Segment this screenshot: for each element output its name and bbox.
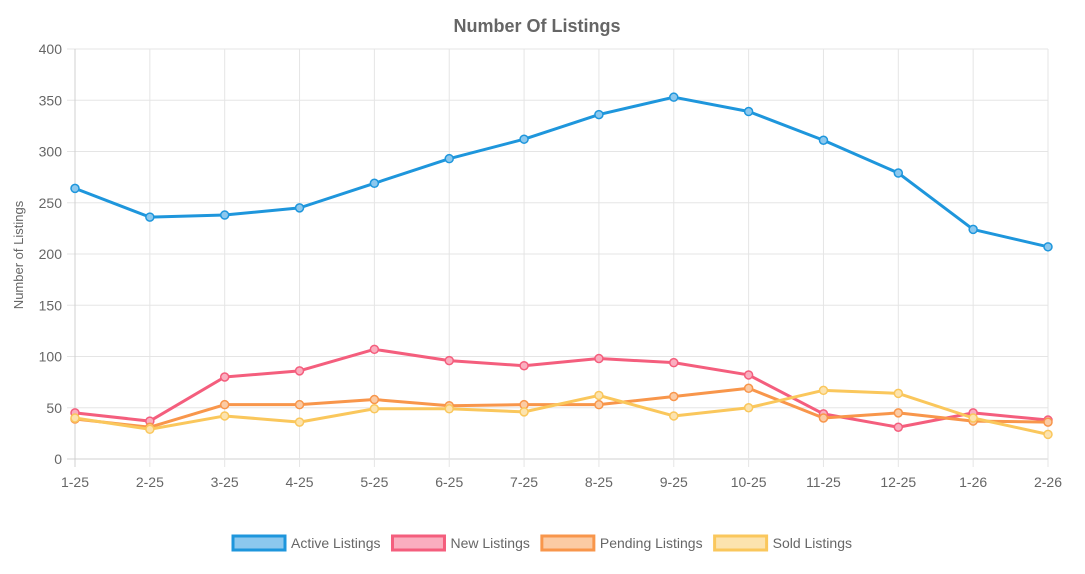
data-point[interactable] bbox=[219, 210, 230, 220]
data-point[interactable] bbox=[369, 344, 380, 355]
data-point[interactable] bbox=[369, 404, 380, 414]
series-line bbox=[73, 347, 1050, 429]
legend-swatch bbox=[713, 534, 769, 552]
data-point[interactable] bbox=[893, 168, 904, 178]
x-tick-label: 12-25 bbox=[880, 474, 916, 490]
data-point[interactable] bbox=[70, 413, 80, 423]
data-point[interactable] bbox=[1043, 429, 1053, 440]
legend-label: Pending Listings bbox=[600, 535, 703, 551]
data-point[interactable] bbox=[968, 224, 978, 235]
legend-swatch bbox=[540, 534, 596, 552]
data-point[interactable] bbox=[743, 106, 754, 117]
chart-title: Number Of Listings bbox=[453, 16, 620, 36]
x-axis-ticks: 1-25 2-25 3-25 4-25 5-25 6-25 7-25 8-25 9-25 10-2… bbox=[61, 474, 1062, 490]
data-point[interactable] bbox=[743, 403, 754, 413]
data-point[interactable] bbox=[145, 212, 155, 222]
x-tick-label: 3-25 bbox=[211, 474, 239, 490]
data-point[interactable] bbox=[294, 399, 305, 410]
legend-label: Active Listings bbox=[291, 535, 380, 551]
data-point[interactable] bbox=[669, 357, 679, 368]
legend-swatch bbox=[390, 534, 446, 552]
series-group bbox=[70, 385, 1053, 440]
data-point[interactable] bbox=[594, 353, 604, 364]
data-point[interactable] bbox=[743, 370, 754, 380]
series-line bbox=[73, 95, 1050, 249]
x-tick-label: 7-25 bbox=[510, 474, 538, 490]
data-point[interactable] bbox=[444, 355, 454, 366]
data-point[interactable] bbox=[519, 134, 529, 144]
data-point[interactable] bbox=[219, 372, 230, 382]
data-point[interactable] bbox=[594, 109, 604, 120]
x-tick-label: 8-25 bbox=[585, 474, 613, 490]
data-point[interactable] bbox=[818, 135, 829, 145]
y-tick-label: 100 bbox=[39, 349, 63, 365]
data-point[interactable] bbox=[219, 399, 230, 410]
x-tick-label: 1-25 bbox=[61, 474, 89, 490]
data-point[interactable] bbox=[743, 383, 754, 394]
data-point[interactable] bbox=[818, 413, 829, 423]
legend-label: Sold Listings bbox=[773, 535, 852, 551]
data-point[interactable] bbox=[1043, 417, 1053, 427]
y-tick-label: 0 bbox=[54, 451, 62, 467]
legend-label: New Listings bbox=[450, 535, 529, 551]
data-point[interactable] bbox=[818, 385, 829, 396]
data-point[interactable] bbox=[669, 411, 679, 421]
x-tick-label: 10-25 bbox=[731, 474, 767, 490]
data-point[interactable] bbox=[294, 417, 305, 427]
y-axis-ticks: 0 50 100 150 200 250 300 350 400 bbox=[39, 41, 63, 467]
data-point[interactable] bbox=[444, 153, 454, 164]
series-layer bbox=[70, 92, 1053, 440]
data-point[interactable] bbox=[70, 183, 80, 194]
data-point[interactable] bbox=[669, 92, 679, 102]
legend-item[interactable]: New Listings bbox=[390, 534, 530, 552]
data-point[interactable] bbox=[444, 404, 454, 414]
x-tick-label: 2-25 bbox=[136, 474, 164, 490]
legend-item[interactable]: Active Listings bbox=[231, 534, 380, 552]
data-point[interactable] bbox=[669, 391, 679, 402]
data-point[interactable] bbox=[519, 407, 529, 417]
y-tick-label: 200 bbox=[39, 246, 63, 262]
data-point[interactable] bbox=[1043, 242, 1053, 252]
x-tick-label: 1-26 bbox=[959, 474, 987, 490]
x-tick-label: 4-25 bbox=[286, 474, 314, 490]
y-tick-label: 150 bbox=[39, 297, 63, 313]
data-point[interactable] bbox=[219, 411, 230, 421]
data-point[interactable] bbox=[968, 413, 978, 423]
data-point[interactable] bbox=[294, 203, 305, 213]
data-point[interactable] bbox=[145, 424, 155, 435]
data-point[interactable] bbox=[294, 366, 305, 376]
x-tick-label: 2-26 bbox=[1034, 474, 1062, 490]
x-tick-label: 9-25 bbox=[660, 474, 688, 490]
y-tick-label: 50 bbox=[46, 400, 62, 416]
legend-swatch bbox=[231, 534, 287, 552]
y-axis-title: Number of Listings bbox=[11, 200, 26, 309]
legend-item[interactable]: Sold Listings bbox=[713, 534, 852, 552]
data-point[interactable] bbox=[594, 399, 604, 410]
series-line bbox=[73, 388, 1050, 436]
data-point[interactable] bbox=[893, 408, 904, 418]
series-group bbox=[70, 92, 1053, 252]
data-point[interactable] bbox=[519, 360, 529, 371]
data-point[interactable] bbox=[594, 390, 604, 401]
y-tick-label: 300 bbox=[39, 144, 63, 160]
y-tick-label: 250 bbox=[39, 195, 63, 211]
data-point[interactable] bbox=[893, 422, 904, 432]
x-tick-label: 6-25 bbox=[435, 474, 463, 490]
legend-item[interactable]: Pending Listings bbox=[540, 534, 703, 552]
data-point[interactable] bbox=[369, 178, 380, 189]
y-tick-label: 350 bbox=[39, 92, 63, 108]
y-tick-label: 400 bbox=[39, 41, 63, 57]
series-group bbox=[70, 344, 1053, 432]
data-point[interactable] bbox=[369, 394, 380, 405]
data-point[interactable] bbox=[893, 388, 904, 399]
x-tick-label: 5-25 bbox=[360, 474, 388, 490]
x-tick-label: 11-25 bbox=[806, 474, 841, 490]
legend[interactable]: Active Listings New Listings Pending Listi… bbox=[231, 534, 852, 552]
